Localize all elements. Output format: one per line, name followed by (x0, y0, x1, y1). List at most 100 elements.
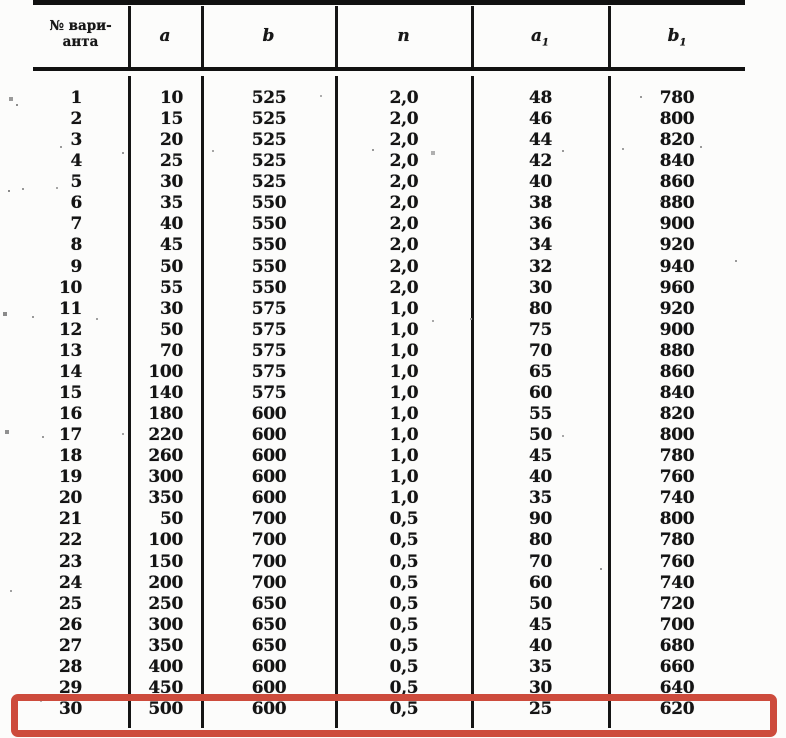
cell-a1: 34 (528, 235, 553, 256)
column-header-a1: a1 (472, 26, 608, 53)
cell-a1: 25 (528, 699, 553, 720)
table-row: 18 260 600 1,0 45 780 (0, 446, 786, 467)
cell-n: 0,5 (389, 699, 419, 720)
column-divider (335, 6, 338, 67)
cell-b: 575 (251, 298, 287, 319)
cell-variant: 21 (58, 509, 82, 530)
cell-a1: 80 (528, 298, 553, 319)
cell-b1: 880 (659, 340, 695, 361)
cell-b1: 800 (659, 425, 695, 446)
column-header-b: b (262, 26, 275, 46)
cell-a: 55 (159, 277, 183, 298)
table-row: 26 300 650 0,5 45 700 (0, 615, 786, 636)
cell-n: 2,0 (389, 88, 419, 108)
cell-b: 600 (251, 446, 287, 467)
cell-a: 30 (159, 172, 183, 193)
cell-variant: 5 (70, 172, 82, 193)
cell-a1: 60 (528, 572, 553, 593)
column-header-b1-letter: b (667, 26, 680, 46)
column-header-b1: b1 (609, 26, 745, 53)
cell-b: 550 (251, 235, 287, 256)
cell-b1: 820 (659, 130, 695, 151)
table-row: 22 100 700 0,5 80 780 (0, 530, 786, 551)
cell-b1: 900 (659, 319, 695, 340)
cell-a: 35 (159, 193, 183, 214)
cell-n: 1,0 (389, 446, 419, 467)
table-row: 8 45 550 2,0 34 920 (0, 235, 786, 256)
cell-n: 1,0 (389, 340, 419, 361)
table-row: 4 25 525 2,0 42 840 (0, 151, 786, 172)
cell-variant: 13 (58, 340, 82, 361)
table-row: 6 35 550 2,0 38 880 (0, 193, 786, 214)
table-row: 28 400 600 0,5 35 660 (0, 657, 786, 678)
cell-b: 600 (251, 699, 287, 720)
cell-n: 2,0 (389, 277, 419, 298)
cell-a1: 50 (528, 593, 553, 614)
cell-b1: 760 (659, 467, 695, 488)
column-divider (608, 6, 611, 67)
cell-a: 20 (159, 130, 183, 151)
cell-n: 1,0 (389, 488, 419, 509)
table-row: 10 55 550 2,0 30 960 (0, 278, 786, 299)
cell-b1: 780 (659, 88, 695, 108)
cell-a1: 40 (528, 172, 553, 193)
table-row: 5 30 525 2,0 40 860 (0, 172, 786, 193)
cell-variant: 9 (70, 256, 82, 277)
table-row: 19 300 600 1,0 40 760 (0, 467, 786, 488)
cell-variant: 7 (70, 214, 82, 235)
cell-b: 600 (251, 656, 287, 677)
cell-variant: 27 (58, 635, 82, 656)
cell-variant: 1 (70, 88, 82, 108)
column-header-n: n (397, 26, 410, 46)
column-divider (128, 76, 131, 728)
cell-b: 550 (251, 277, 287, 298)
cell-variant: 17 (58, 425, 82, 446)
cell-b: 650 (251, 635, 287, 656)
table-row: 17 220 600 1,0 50 800 (0, 425, 786, 446)
cell-a1: 45 (528, 446, 553, 467)
cell-a1: 30 (528, 677, 553, 698)
cell-b1: 840 (659, 382, 695, 403)
column-header-a1-subscript: 1 (542, 37, 549, 49)
cell-b: 600 (251, 677, 287, 698)
cell-variant: 18 (58, 446, 82, 467)
table-row: 15 140 575 1,0 60 840 (0, 383, 786, 404)
column-header-variant-line2: анта (62, 34, 99, 50)
cell-n: 0,5 (389, 509, 419, 530)
table-row: 12 50 575 1,0 75 900 (0, 320, 786, 341)
table-row: 24 200 700 0,5 60 740 (0, 573, 786, 594)
cell-b: 650 (251, 593, 287, 614)
cell-a1: 45 (528, 614, 553, 635)
table-row: 20 350 600 1,0 35 740 (0, 488, 786, 509)
cell-a1: 44 (528, 130, 553, 151)
table-row: 1 10 525 2,0 48 780 (0, 88, 786, 109)
cell-a: 45 (159, 235, 183, 256)
cell-a: 100 (148, 530, 183, 551)
cell-variant: 4 (70, 151, 82, 172)
cell-n: 2,0 (389, 256, 419, 277)
table-row: 16 180 600 1,0 55 820 (0, 404, 786, 425)
cell-b1: 860 (659, 361, 695, 382)
cell-n: 1,0 (389, 425, 419, 446)
cell-b1: 780 (659, 446, 695, 467)
cell-variant: 20 (58, 488, 82, 509)
cell-variant: 16 (58, 404, 82, 425)
cell-a: 260 (148, 446, 183, 467)
cell-a1: 75 (528, 319, 553, 340)
cell-a: 140 (148, 382, 183, 403)
table-row: 21 50 700 0,5 90 800 (0, 509, 786, 530)
cell-b1: 760 (659, 551, 695, 572)
cell-b1: 660 (659, 656, 695, 677)
column-divider (608, 76, 611, 728)
cell-variant: 10 (58, 277, 82, 298)
cell-a: 50 (159, 256, 183, 277)
cell-a1: 48 (528, 88, 553, 108)
cell-variant: 19 (58, 467, 82, 488)
cell-n: 1,0 (389, 298, 419, 319)
cell-a: 250 (148, 593, 183, 614)
cell-b1: 920 (659, 235, 695, 256)
cell-variant: 29 (58, 677, 82, 698)
cell-a1: 35 (528, 488, 553, 509)
cell-variant: 26 (58, 614, 82, 635)
